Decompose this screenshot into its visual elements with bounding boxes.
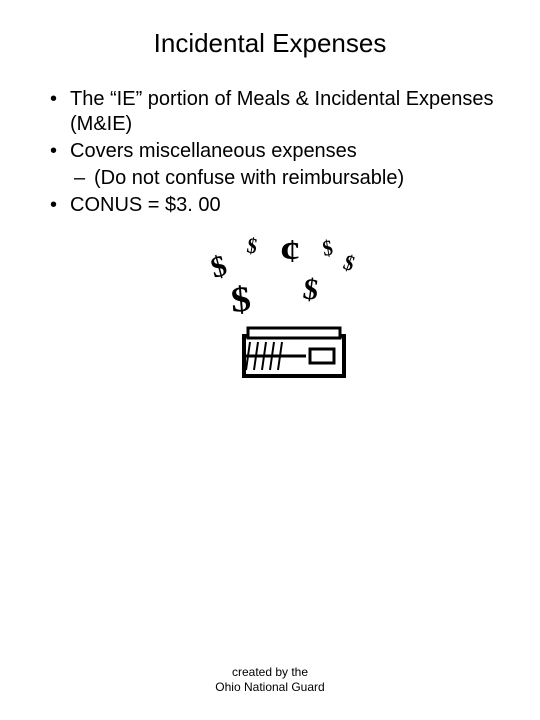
svg-text:$: $ xyxy=(245,236,259,259)
slide-footer: created by the Ohio National Guard xyxy=(0,665,540,696)
svg-text:$: $ xyxy=(340,249,358,276)
footer-line: Ohio National Guard xyxy=(0,680,540,696)
money-wallet-icon: $$¢$$$$ xyxy=(174,236,384,396)
sub-bullet-list: (Do not confuse with reimbursable) xyxy=(70,166,510,191)
bullet-item: CONUS = $3. 00 xyxy=(48,193,510,218)
slide-title: Incidental Expenses xyxy=(0,0,540,87)
bullet-item: The “IE” portion of Meals & Incidental E… xyxy=(48,87,510,137)
svg-text:$: $ xyxy=(207,249,230,285)
svg-text:$: $ xyxy=(321,236,335,261)
bullet-item: Covers miscellaneous expenses (Do not co… xyxy=(48,139,510,191)
slide-body: The “IE” portion of Meals & Incidental E… xyxy=(0,87,540,396)
svg-text:$: $ xyxy=(301,272,320,307)
svg-text:$: $ xyxy=(229,279,252,321)
svg-text:¢: ¢ xyxy=(280,236,300,270)
footer-line: created by the xyxy=(0,665,540,681)
money-illustration: $$¢$$$$ xyxy=(174,236,384,396)
bullet-text: Covers miscellaneous expenses xyxy=(70,140,357,162)
sub-bullet-item: (Do not confuse with reimbursable) xyxy=(70,166,510,191)
bullet-list: The “IE” portion of Meals & Incidental E… xyxy=(48,87,510,218)
